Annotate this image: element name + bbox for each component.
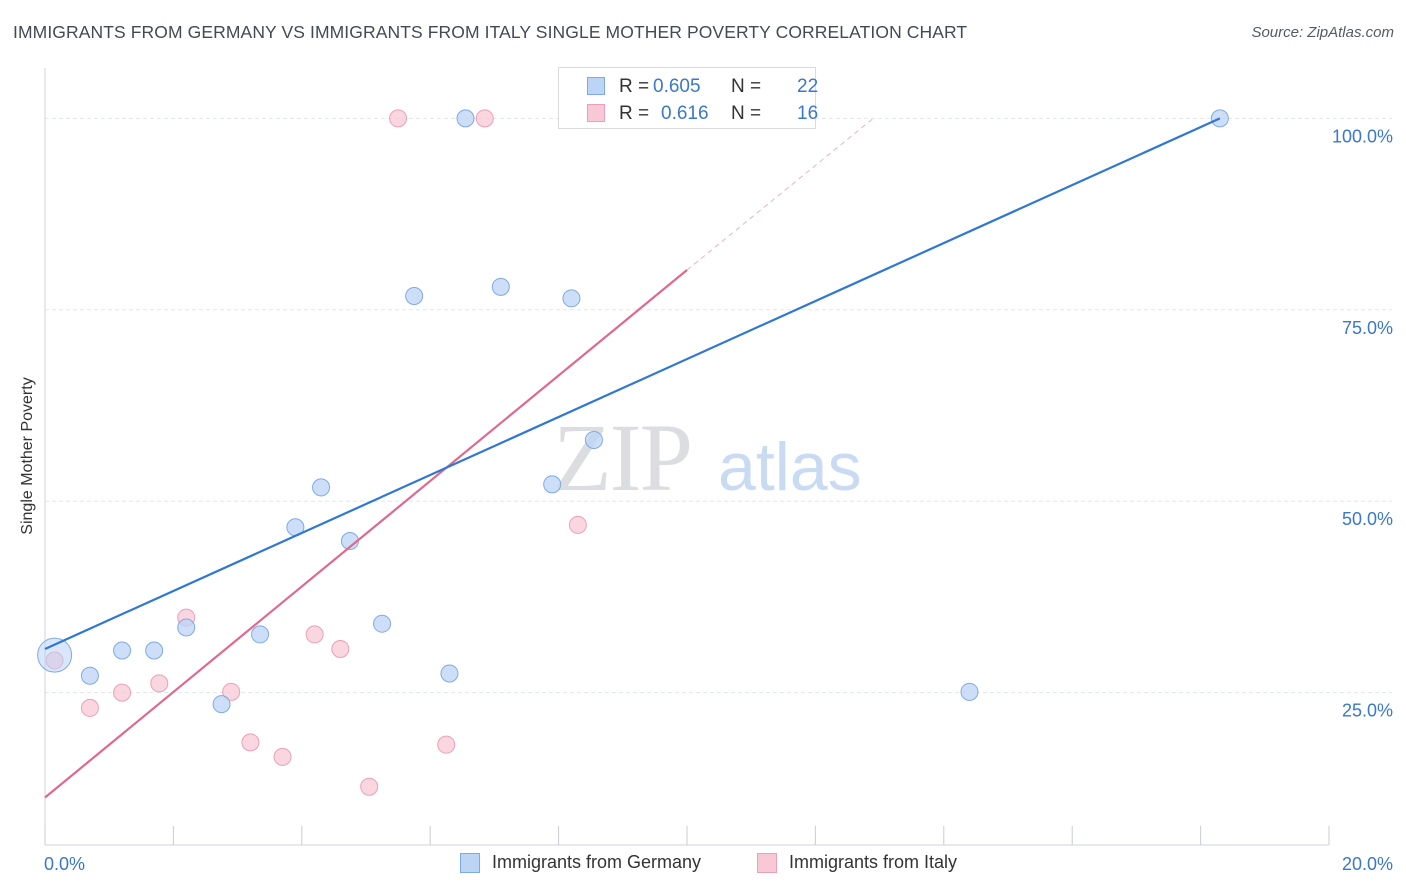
germany-point-3 <box>145 641 164 660</box>
r-value-italy: 0.616 <box>661 103 709 124</box>
y-tick-label-1: 50.0% <box>1342 509 1393 529</box>
legend-label-italy: Immigrants from Italy <box>789 852 958 872</box>
italy-point-10 <box>360 777 379 796</box>
italy-point-11 <box>389 109 408 128</box>
germany-point-1 <box>80 666 99 685</box>
italy-point-12 <box>437 735 456 754</box>
italy-swatch <box>587 104 605 122</box>
germany-point-6 <box>251 625 270 644</box>
germany-point-12 <box>440 664 459 683</box>
italy-point-13 <box>475 109 494 128</box>
germany-point-20 <box>960 682 979 701</box>
x-tick-label-1: 20.0% <box>1342 854 1393 874</box>
germany-point-15 <box>543 475 562 494</box>
italy-point-1 <box>80 698 99 717</box>
italy-point-7 <box>273 747 292 766</box>
y-tick-label-0: 25.0% <box>1342 701 1393 721</box>
germany-point-11 <box>405 287 424 306</box>
germany-swatch <box>587 77 605 95</box>
trend-lines <box>44 117 1221 799</box>
germany-point-17 <box>584 430 603 449</box>
italy-trend-extension <box>686 118 874 271</box>
x-tick-label-0: 0.0% <box>44 854 85 874</box>
n-value-italy: 16 <box>797 103 819 124</box>
germany-point-0 <box>37 637 73 673</box>
y-tick-label-3: 100.0% <box>1332 126 1393 146</box>
italy-trend-line <box>44 269 688 799</box>
germany-point-13 <box>456 109 475 128</box>
r-label: R = <box>619 76 650 97</box>
germany-trend-line <box>44 117 1221 650</box>
n-label: N = <box>731 76 762 97</box>
watermark-atlas: atlas <box>718 429 862 505</box>
r-label: R = <box>619 103 650 124</box>
italy-point-8 <box>305 625 324 644</box>
germany-legend-swatch <box>460 853 480 873</box>
n-value-germany: 22 <box>797 76 819 97</box>
germany-point-2 <box>113 641 132 660</box>
y-tick-label-2: 75.0% <box>1342 318 1393 338</box>
tick-labels: 25.0% 50.0% 75.0% 100.0% 0.0% 20.0% <box>44 126 1393 874</box>
germany-point-5 <box>212 695 231 714</box>
source-credit: Source: ZipAtlas.com <box>1251 24 1394 41</box>
italy-point-2 <box>113 683 132 702</box>
n-label: N = <box>731 103 762 124</box>
grid-lines <box>45 117 1392 694</box>
italy-point-6 <box>241 733 260 752</box>
legend-label-germany: Immigrants from Germany <box>492 852 702 872</box>
correlation-legend: R = 0.605 N = 22 R = 0.616 N = 16 <box>558 67 819 129</box>
watermark: ZIP atlas <box>553 404 862 511</box>
italy-point-14 <box>568 515 587 534</box>
germany-point-4 <box>177 618 196 637</box>
italy-legend-swatch <box>757 853 777 873</box>
chart-title: IMMIGRANTS FROM GERMANY VS IMMIGRANTS FR… <box>13 22 968 42</box>
germany-point-8 <box>312 478 331 497</box>
germany-point-10 <box>373 614 392 633</box>
axes <box>44 68 1330 846</box>
watermark-zip: ZIP <box>553 404 691 511</box>
germany-point-16 <box>562 289 581 308</box>
italy-point-9 <box>331 639 350 658</box>
italy-point-3 <box>150 674 169 693</box>
italy-point-5 <box>222 682 241 701</box>
germany-point-14 <box>491 277 510 296</box>
r-value-germany: 0.605 <box>653 76 701 97</box>
